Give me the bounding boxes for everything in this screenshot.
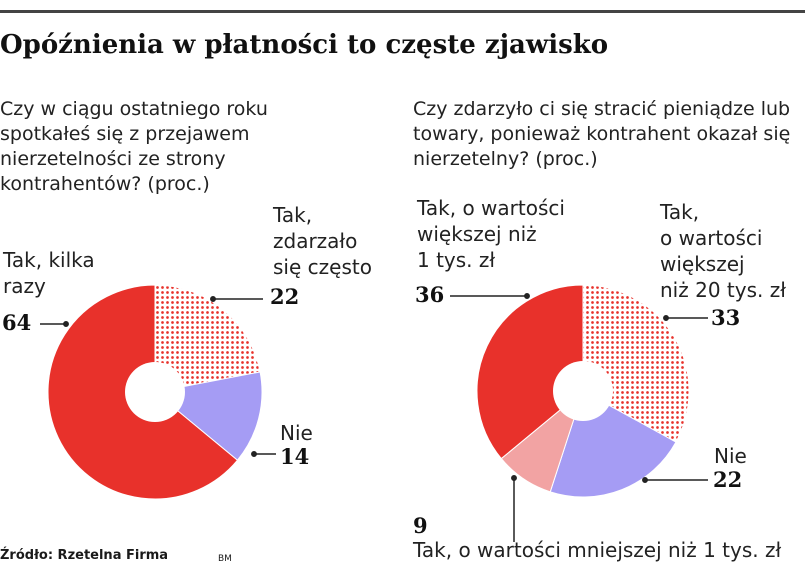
leader-dot <box>251 451 257 457</box>
pie-chart-1 <box>47 284 263 500</box>
chart2-question: Czy zdarzyło ci się stracić pieniądze lu… <box>413 98 791 170</box>
c2-gt1k-label-1: Tak, o wartości <box>417 196 565 220</box>
c2-gt20k-label-1: Tak, <box>660 200 700 224</box>
leader-dot <box>663 315 669 321</box>
c2-gt1k-value: 36 <box>415 282 445 307</box>
leader-dot <box>210 296 216 302</box>
c1-few-label-2: razy <box>3 274 46 298</box>
chart1-leaders <box>40 296 276 457</box>
c1-often-value: 22 <box>270 284 300 309</box>
chart2-leaders <box>450 293 708 542</box>
c2-gt20k-label-3: większej <box>660 252 745 276</box>
c1-no-value: 14 <box>280 444 310 469</box>
top-rule <box>0 10 805 13</box>
c1-no-label: Nie <box>280 421 313 445</box>
c2-no-value: 22 <box>713 467 743 492</box>
leader-dot <box>511 475 517 481</box>
source-note: Źródło: Rzetelna Firma <box>0 548 169 563</box>
pie-slice <box>154 284 261 393</box>
leader-dot <box>524 293 530 299</box>
author-badge: BM <box>218 554 232 564</box>
donut-hole <box>553 361 613 421</box>
c1-often-label-2: zdarzało <box>273 229 358 253</box>
c2-gt1k-label-2: większej niż <box>417 222 537 246</box>
leader-dot <box>63 321 69 327</box>
c2-gt20k-value: 33 <box>711 305 741 330</box>
page-title: Opóźnienia w płatności to częste zjawisk… <box>0 30 609 60</box>
chart1-question: Czy w ciągu ostatniego roku spotkałeś si… <box>0 98 268 195</box>
c1-often-label-3: się często <box>273 255 372 279</box>
c1-few-value: 64 <box>2 310 32 335</box>
c2-lt1k-label: Tak, o wartości mniejszej niż 1 tys. zł <box>413 538 782 562</box>
c1-often-label-1: Tak, <box>273 203 313 227</box>
pie-chart-2 <box>476 284 690 498</box>
c2-gt20k-label-4: niż 20 tys. zł <box>660 278 786 302</box>
c2-gt20k-label-2: o wartości <box>660 226 763 250</box>
donut-hole <box>125 362 185 422</box>
leader-dot <box>642 477 648 483</box>
c1-few-label-1: Tak, kilka <box>3 248 95 272</box>
pie-slice <box>476 284 584 460</box>
c2-gt1k-label-3: 1 tys. zł <box>417 248 496 272</box>
c2-lt1k-value: 9 <box>413 513 428 538</box>
c2-no-label: Nie <box>714 444 747 468</box>
